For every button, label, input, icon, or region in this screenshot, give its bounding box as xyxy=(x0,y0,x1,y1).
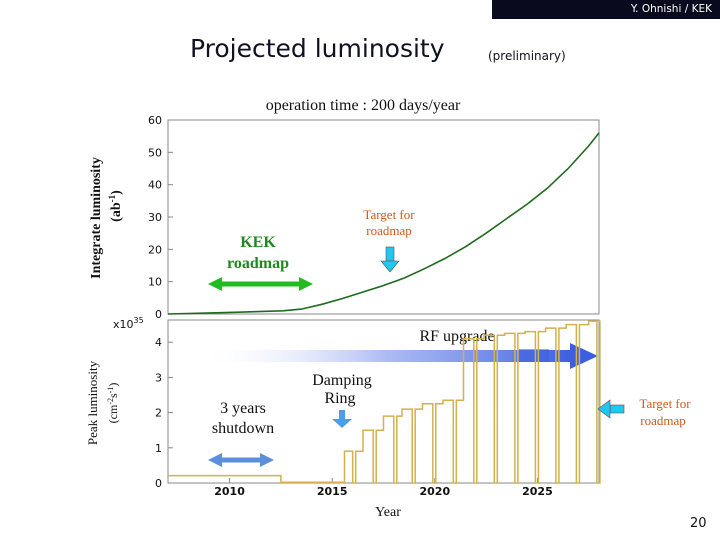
peak-luminosity-line xyxy=(168,320,601,484)
author-label: Y. Ohnishi / KEK xyxy=(630,3,712,15)
x-tick-label: 2015 xyxy=(317,485,348,498)
top-y-tick-label: 10 xyxy=(148,276,162,289)
kek-roadmap-label-line2: roadmap xyxy=(227,255,289,272)
bottom-y-axis: 0 1 2 3 4 xyxy=(155,336,173,490)
top-y-axis-label-line1: Integrate luminosity xyxy=(89,157,104,279)
damping-ring-label-line2: Ring xyxy=(324,390,355,407)
bottom-target-label-line1: Target for xyxy=(639,396,691,411)
bottom-y-tick-label: 0 xyxy=(155,477,162,490)
x-tick-label: 2025 xyxy=(522,485,553,498)
kek-roadmap-label-line1: KEK xyxy=(240,234,276,251)
header-bar: Y. Ohnishi / KEK xyxy=(492,0,720,19)
bottom-y-tick-label: 1 xyxy=(155,442,162,455)
bottom-y-unit-sup2: -1 xyxy=(106,387,115,394)
rf-upgrade-label: RF upgrade xyxy=(419,328,494,345)
shutdown-label-line2: shutdown xyxy=(212,420,274,437)
scale-factor-label: x1035 xyxy=(113,316,144,331)
x-tick-label: 2010 xyxy=(214,485,245,498)
integrated-luminosity-line xyxy=(167,132,600,315)
bottom-y-axis-label-line2: (cm-2s-1) xyxy=(106,383,120,424)
top-y-tick-label: 40 xyxy=(148,179,162,192)
kek-roadmap-arrow xyxy=(208,277,313,291)
bottom-y-unit-end: ) xyxy=(106,383,120,387)
shutdown-arrow xyxy=(208,453,274,467)
top-target-arrow xyxy=(380,246,400,273)
bottom-y-unit-mid: s xyxy=(106,393,120,398)
bottom-x-axis: 2010 2015 2020 2025 xyxy=(214,478,553,498)
bottom-y-tick-label: 4 xyxy=(155,336,162,349)
top-y-tick-label: 20 xyxy=(148,243,162,256)
top-y-unit-a: (ab xyxy=(109,202,124,222)
x-axis-label: Year xyxy=(375,505,401,520)
top-target-label-line1: Target for xyxy=(363,207,415,222)
top-y-unit-sup: -1 xyxy=(107,194,117,202)
bottom-target-label-line2: roadmap xyxy=(640,413,685,428)
damping-ring-label-line1: Damping xyxy=(312,372,372,389)
top-target-label-line2: roadmap xyxy=(366,223,411,238)
top-y-tick-label: 30 xyxy=(148,211,162,224)
top-y-axis: 0 10 20 30 40 50 60 xyxy=(148,114,173,321)
bottom-target-arrow xyxy=(597,399,625,419)
top-y-axis-label-line2: (ab-1) xyxy=(107,190,124,222)
top-y-tick-label: 50 xyxy=(148,146,162,159)
bottom-y-axis-label-line1: Peak luminosity xyxy=(85,360,100,445)
shutdown-label-line1: 3 years xyxy=(220,400,266,417)
top-chart-title: operation time : 200 days/year xyxy=(266,97,461,114)
bottom-y-tick-label: 3 xyxy=(155,371,162,384)
scale-factor-base: x10 xyxy=(113,318,134,331)
bottom-y-unit-sup1: -2 xyxy=(106,398,115,405)
top-y-tick-label: 60 xyxy=(148,114,162,127)
x-tick-label: 2020 xyxy=(419,485,450,498)
page-number: 20 xyxy=(690,516,707,531)
slide-title: Projected luminosity xyxy=(190,34,445,63)
bottom-y-unit-a: (cm xyxy=(106,404,120,423)
top-y-tick-label: 0 xyxy=(155,308,162,321)
top-y-unit-end: ) xyxy=(109,190,124,195)
bottom-plot-frame xyxy=(167,319,600,484)
scale-factor-exp: 35 xyxy=(134,316,144,325)
damping-ring-arrow xyxy=(332,410,352,428)
bottom-y-tick-label: 2 xyxy=(155,407,162,420)
slide-subtitle: (preliminary) xyxy=(488,49,566,63)
